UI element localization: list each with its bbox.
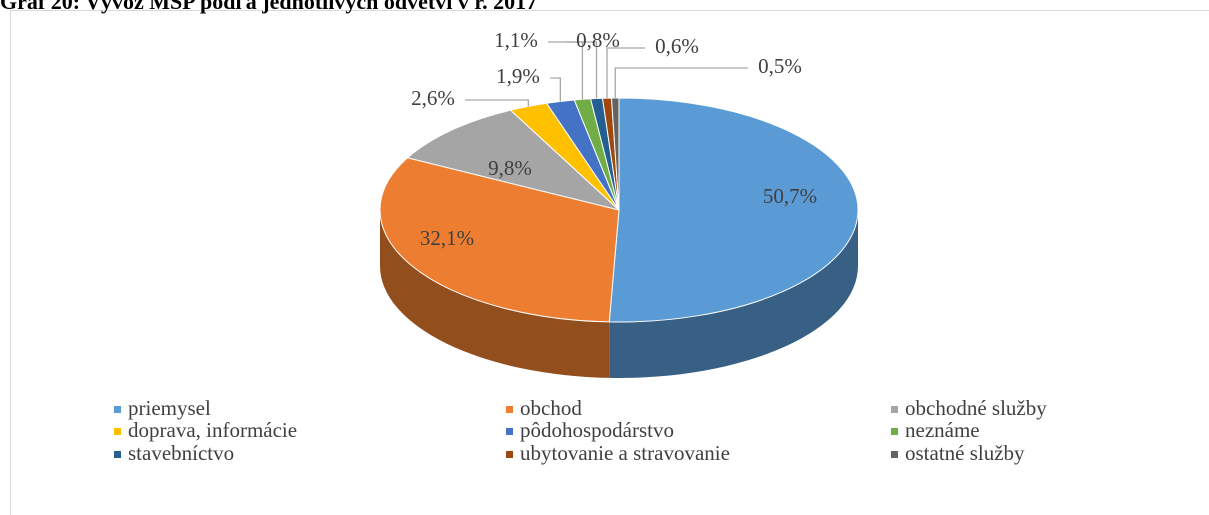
slice <box>610 97 620 211</box>
legend-label: obchod <box>520 396 582 420</box>
legend-label: priemysel <box>128 396 211 420</box>
legend-marker <box>891 451 898 458</box>
data-label: 50,7% <box>763 184 817 208</box>
legend-label: stavebníctvo <box>128 441 234 465</box>
slice-side <box>380 210 610 378</box>
legend-marker <box>506 428 513 435</box>
chart-border <box>10 10 1209 515</box>
legend-label: doprava, informácie <box>128 418 297 442</box>
slice <box>406 109 620 211</box>
leader-line <box>566 41 598 99</box>
leader-line <box>550 77 561 102</box>
data-label: 32,1% <box>420 226 474 250</box>
data-label: 1,1% <box>494 28 538 52</box>
leader-line <box>606 47 645 99</box>
legend-marker <box>114 428 121 435</box>
data-label: 1,9% <box>496 64 540 88</box>
legend-marker <box>506 406 513 413</box>
chart-title: Graf 20: Vývoz MSP podľa jednotlivých od… <box>0 0 537 14</box>
legend-label: ostatné služby <box>905 441 1025 465</box>
data-label: 2,6% <box>411 86 455 110</box>
leader-line <box>465 99 529 107</box>
legend-marker <box>891 428 898 435</box>
legend-marker <box>891 406 898 413</box>
legend-label: neznáme <box>905 418 980 442</box>
legend-marker <box>114 406 121 413</box>
legend-label: obchodné služby <box>905 396 1047 420</box>
slice <box>379 157 620 323</box>
data-label: 0,6% <box>655 34 699 58</box>
legend-marker <box>114 451 121 458</box>
legend-label: ubytovanie a stravovanie <box>520 441 730 465</box>
data-label: 0,5% <box>758 54 802 78</box>
leader-line <box>614 67 748 99</box>
data-label: 9,8% <box>488 156 532 180</box>
slice-side <box>609 210 858 378</box>
legend-label: pôdohospodárstvo <box>520 418 674 442</box>
legend-marker <box>506 451 513 458</box>
slice <box>608 97 859 323</box>
